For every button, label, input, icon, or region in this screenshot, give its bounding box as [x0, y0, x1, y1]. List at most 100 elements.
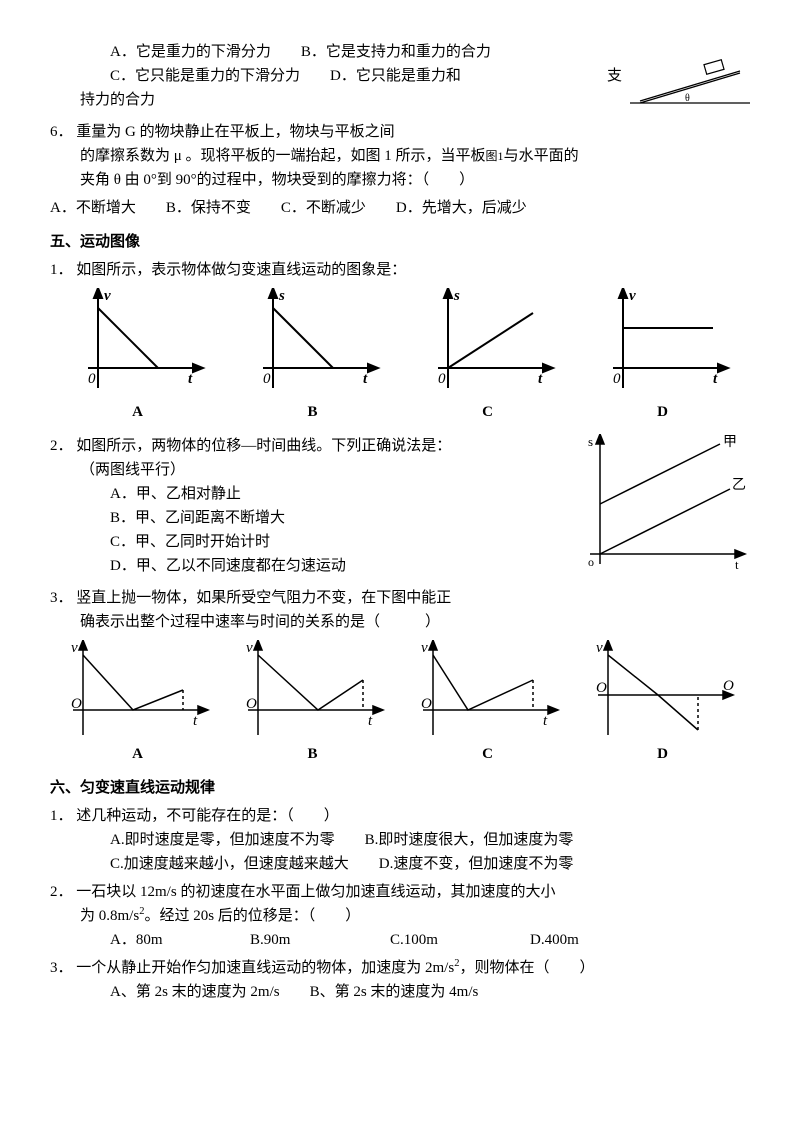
section-5-title: 五、运动图像 [50, 230, 750, 254]
sec5-q1-figures: v t 0 A s t 0 B [50, 288, 750, 424]
section-6-title: 六、匀变速直线运动规律 [50, 776, 750, 800]
svg-text:O: O [71, 696, 82, 712]
sec6-q3-opt-a: A、第 2s 末的速度为 2m/s [110, 980, 280, 1004]
q6-num: 6． [50, 124, 73, 140]
q5-opt-b: B．它是支持力和重力的合力 [301, 40, 491, 64]
svg-text:v: v [596, 640, 603, 656]
q6-line2a: 的摩擦系数为 μ 。现将平板的一端抬起，如图 1 所示，当平板 [80, 148, 486, 164]
svg-text:t: t [713, 371, 718, 387]
q6-opt-d: D．先增大，后减少 [396, 196, 527, 220]
sec5-q1-fig-d: v t 0 D [575, 288, 750, 424]
sec5-q2-figure: s t o 甲 乙 [580, 434, 750, 582]
sec5-q3-figures: v t O A v t O B [50, 640, 750, 766]
sec5-q3-fig-d: v O O D [575, 640, 750, 766]
sec6-q2-opt-c: C.100m [390, 928, 500, 952]
svg-text:v: v [629, 288, 636, 304]
sec6-q3-line1-post: ，则物体在（ ） [459, 960, 594, 976]
sec5-q2-opt-a: A．甲、乙相对静止 [50, 482, 580, 506]
svg-text:O: O [421, 696, 432, 712]
fig-label-d: D [575, 400, 750, 424]
fig-label-a: A [50, 400, 225, 424]
q6-options: A．不断增大 B．保持不变 C．不断减少 D．先增大，后减少 [50, 196, 750, 220]
sec6-q1-num: 1． [50, 808, 73, 824]
svg-text:O: O [723, 678, 734, 694]
sec5-q1-fig-a: v t 0 A [50, 288, 225, 424]
svg-text:0: 0 [263, 371, 271, 387]
sec5-q1-num: 1． [50, 262, 73, 278]
fig-label-d3: D [575, 742, 750, 766]
fig-label-b: B [225, 400, 400, 424]
sec6-q2-opt-a: A．80m [110, 928, 220, 952]
sec6-q2-line2-pre: 为 0.8m/s [80, 908, 139, 924]
question-6: 6． 重量为 G 的物块静止在平板上，物块与平板之间 的摩擦系数为 μ 。现将平… [50, 120, 750, 192]
sec6-q2-line1: 一石块以 12m/s 的初速度在水平面上做匀加速直线运动，其加速度的大小 [76, 884, 555, 900]
sec5-q2-line1: 如图所示，两物体的位移—时间曲线。下列正确说法是： [76, 438, 451, 454]
sec5-q1-text: 如图所示，表示物体做匀变速直线运动的图象是： [76, 262, 406, 278]
sec5-q3-line1: 竖直上抛一物体，如果所受空气阻力不变，在下图中能正 [76, 590, 451, 606]
svg-text:O: O [246, 696, 257, 712]
sec6-q1-opt-a: A.即时速度是零，但加速度不为零 [110, 828, 335, 852]
sec6-q2-num: 2． [50, 884, 73, 900]
svg-text:O: O [596, 680, 607, 696]
sec5-q2-line2: （两图线平行） [50, 458, 580, 482]
svg-text:t: t [735, 557, 739, 572]
fig-label-b3: B [225, 742, 400, 766]
sec6-q2-opt-b: B.90m [250, 928, 360, 952]
svg-text:乙: 乙 [732, 477, 746, 493]
sec5-q3-fig-b: v t O B [225, 640, 400, 766]
sec6-q2-opt-d: D.400m [530, 928, 579, 952]
q6-line2c: 与水平面的 [504, 148, 579, 164]
sec5-q3-num: 3． [50, 590, 73, 606]
svg-text:s: s [453, 288, 460, 304]
sec6-q3-opt-b: B、第 2s 末的速度为 4m/s [310, 980, 479, 1004]
fig-label-a3: A [50, 742, 225, 766]
q6-opt-c: C．不断减少 [281, 196, 366, 220]
sec6-q2-line2-post: 。经过 20s 后的位移是：（ ） [144, 908, 360, 924]
fig-label-c3: C [400, 742, 575, 766]
sec5-q1-fig-b: s t 0 B [225, 288, 400, 424]
q5-opt-d-tail: 支 [607, 64, 622, 88]
sec6-q1-text: 述几种运动，不可能存在的是：（ ） [76, 808, 339, 824]
sec5-q2: 2． 如图所示，两物体的位移—时间曲线。下列正确说法是： （两图线平行） A．甲… [50, 434, 750, 582]
svg-text:v: v [246, 640, 253, 656]
svg-text:t: t [363, 371, 368, 387]
sec5-q1-fig-c: s t 0 C [400, 288, 575, 424]
svg-text:θ: θ [685, 93, 690, 104]
svg-text:t: t [188, 371, 193, 387]
sec5-q3-fig-c: v t O C [400, 640, 575, 766]
svg-text:0: 0 [438, 371, 446, 387]
svg-text:s: s [278, 288, 285, 304]
svg-text:s: s [588, 434, 593, 449]
q6-line3: 夹角 θ 由 0°到 90°的过程中，物块受到的摩擦力将：（ ） [50, 168, 750, 192]
question-5-options: θ A．它是重力的下滑分力 B．它是支持力和重力的合力 C．它只能是重力的下滑分… [50, 40, 750, 116]
sec6-q1-opt-b: B.即时速度很大，但加速度为零 [365, 828, 574, 852]
svg-text:v: v [71, 640, 78, 656]
svg-text:0: 0 [613, 371, 621, 387]
q6-line1: 重量为 G 的物块静止在平板上，物块与平板之间 [76, 124, 394, 140]
sec6-q2: 2． 一石块以 12m/s 的初速度在水平面上做匀加速直线运动，其加速度的大小 … [50, 880, 750, 952]
svg-text:v: v [421, 640, 428, 656]
q6-opt-a: A．不断增大 [50, 196, 136, 220]
sec6-q3: 3． 一个从静止开始作匀加速直线运动的物体，加速度为 2m/s2，则物体在（ ）… [50, 956, 750, 1004]
sec5-q3-fig-a: v t O A [50, 640, 225, 766]
sec5-q1: 1． 如图所示，表示物体做匀变速直线运动的图象是： [50, 258, 750, 282]
sec5-q2-opt-d: D．甲、乙以不同速度都在匀速运动 [50, 554, 580, 578]
svg-text:甲: 甲 [723, 435, 737, 450]
sec6-q1: 1． 述几种运动，不可能存在的是：（ ） A.即时速度是零，但加速度不为零 B.… [50, 804, 750, 876]
q5-opt-a: A．它是重力的下滑分力 [110, 40, 271, 64]
q5-opt-c: C．它只能是重力的下滑分力 [110, 64, 300, 88]
svg-text:0: 0 [88, 371, 96, 387]
sec6-q1-opt-d: D.速度不变，但加速度不为零 [379, 852, 574, 876]
svg-text:o: o [588, 555, 594, 569]
sec5-q3: 3． 竖直上抛一物体，如果所受空气阻力不变，在下图中能正 确表示出整个过程中速率… [50, 586, 750, 634]
q6-opt-b: B．保持不变 [166, 196, 251, 220]
q6-fig1-label: 图1 [486, 149, 504, 163]
sec6-q3-line1-pre: 一个从静止开始作匀加速直线运动的物体，加速度为 2m/s [76, 960, 454, 976]
incline-figure: θ [630, 58, 750, 116]
sec6-q3-num: 3． [50, 960, 73, 976]
svg-text:t: t [543, 713, 548, 729]
sec5-q3-line2: 确表示出整个过程中速率与时间的关系的是（ ） [50, 610, 750, 634]
fig-label-c: C [400, 400, 575, 424]
q5-opt-d-pre: D．它只能是重力和 [330, 64, 461, 88]
svg-text:t: t [368, 713, 373, 729]
